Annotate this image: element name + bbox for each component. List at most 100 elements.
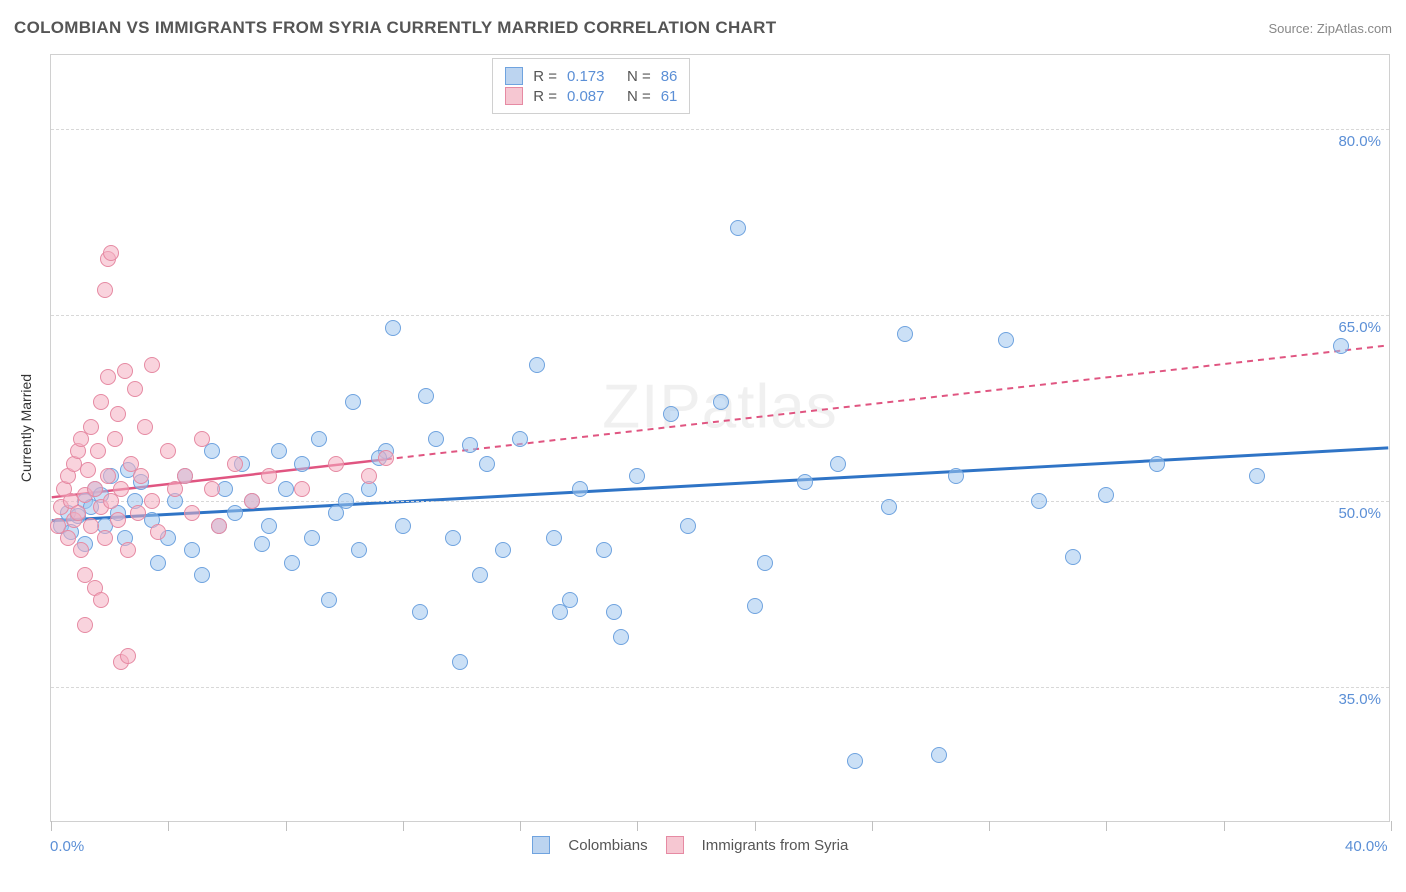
scatter-marker xyxy=(613,629,629,645)
source-label: Source: ZipAtlas.com xyxy=(1268,21,1392,36)
scatter-marker xyxy=(93,394,109,410)
scatter-marker xyxy=(1149,456,1165,472)
gridline-h xyxy=(51,315,1389,316)
scatter-marker xyxy=(596,542,612,558)
scatter-marker xyxy=(361,468,377,484)
x-tick xyxy=(286,821,287,831)
scatter-marker xyxy=(184,505,200,521)
x-tick xyxy=(1391,821,1392,831)
legend-r-label: R = xyxy=(533,68,557,85)
scatter-marker xyxy=(897,326,913,342)
scatter-marker xyxy=(412,604,428,620)
legend-series-label: Colombians xyxy=(568,837,647,854)
scatter-marker xyxy=(184,542,200,558)
legend-n-value: 86 xyxy=(661,68,678,85)
scatter-marker xyxy=(120,648,136,664)
scatter-marker xyxy=(204,443,220,459)
legend-n-label: N = xyxy=(627,68,651,85)
scatter-marker xyxy=(150,555,166,571)
scatter-marker xyxy=(120,542,136,558)
scatter-marker xyxy=(80,462,96,478)
scatter-marker xyxy=(629,468,645,484)
plot-area: ZIPatlas 35.0%50.0%65.0%80.0% xyxy=(50,54,1390,822)
scatter-marker xyxy=(328,456,344,472)
scatter-marker xyxy=(278,481,294,497)
scatter-marker xyxy=(730,220,746,236)
scatter-marker xyxy=(160,443,176,459)
scatter-marker xyxy=(261,518,277,534)
scatter-marker xyxy=(244,493,260,509)
scatter-marker xyxy=(284,555,300,571)
x-tick xyxy=(755,821,756,831)
y-tick-label: 35.0% xyxy=(1338,691,1381,708)
scatter-marker xyxy=(757,555,773,571)
scatter-marker xyxy=(663,406,679,422)
scatter-marker xyxy=(254,536,270,552)
scatter-marker xyxy=(90,443,106,459)
scatter-marker xyxy=(83,518,99,534)
scatter-marker xyxy=(321,592,337,608)
scatter-marker xyxy=(211,518,227,534)
gridline-h xyxy=(51,129,1389,130)
legend-swatch xyxy=(505,87,523,105)
scatter-marker xyxy=(103,245,119,261)
x-tick-label: 40.0% xyxy=(1345,838,1388,855)
scatter-marker xyxy=(227,505,243,521)
stats-legend-row: R =0.173N =86 xyxy=(505,67,677,85)
scatter-marker xyxy=(271,443,287,459)
scatter-marker xyxy=(747,598,763,614)
legend-r-label: R = xyxy=(533,88,557,105)
scatter-marker xyxy=(606,604,622,620)
x-tick xyxy=(637,821,638,831)
bottom-legend: Colombians Immigrants from Syria xyxy=(532,836,848,854)
scatter-marker xyxy=(847,753,863,769)
scatter-marker xyxy=(680,518,696,534)
y-axis-label: Currently Married xyxy=(18,374,34,482)
scatter-marker xyxy=(294,481,310,497)
scatter-marker xyxy=(117,363,133,379)
scatter-marker xyxy=(261,468,277,484)
x-tick xyxy=(51,821,52,831)
y-tick-label: 50.0% xyxy=(1338,505,1381,522)
scatter-marker xyxy=(572,481,588,497)
scatter-marker xyxy=(304,530,320,546)
scatter-marker xyxy=(385,320,401,336)
scatter-marker xyxy=(529,357,545,373)
scatter-marker xyxy=(144,357,160,373)
scatter-marker xyxy=(378,450,394,466)
scatter-marker xyxy=(395,518,411,534)
x-tick xyxy=(520,821,521,831)
scatter-marker xyxy=(60,530,76,546)
scatter-marker xyxy=(130,505,146,521)
scatter-marker xyxy=(472,567,488,583)
scatter-marker xyxy=(110,406,126,422)
scatter-marker xyxy=(562,592,578,608)
scatter-marker xyxy=(110,512,126,528)
scatter-marker xyxy=(107,431,123,447)
legend-series-label: Immigrants from Syria xyxy=(702,837,849,854)
scatter-marker xyxy=(93,592,109,608)
legend-n-value: 61 xyxy=(661,88,678,105)
scatter-marker xyxy=(144,493,160,509)
scatter-marker xyxy=(445,530,461,546)
legend-swatch xyxy=(505,67,523,85)
scatter-marker xyxy=(100,369,116,385)
scatter-marker xyxy=(713,394,729,410)
scatter-marker xyxy=(204,481,220,497)
scatter-marker xyxy=(194,431,210,447)
x-tick xyxy=(1106,821,1107,831)
scatter-marker xyxy=(418,388,434,404)
scatter-marker xyxy=(881,499,897,515)
chart-container: COLOMBIAN VS IMMIGRANTS FROM SYRIA CURRE… xyxy=(0,0,1406,892)
x-tick xyxy=(403,821,404,831)
x-tick xyxy=(168,821,169,831)
scatter-marker xyxy=(338,493,354,509)
scatter-marker xyxy=(133,468,149,484)
scatter-marker xyxy=(77,617,93,633)
trend-line-solid xyxy=(52,448,1389,521)
scatter-marker xyxy=(97,282,113,298)
scatter-marker xyxy=(546,530,562,546)
scatter-marker xyxy=(797,474,813,490)
scatter-marker xyxy=(462,437,478,453)
scatter-marker xyxy=(452,654,468,670)
